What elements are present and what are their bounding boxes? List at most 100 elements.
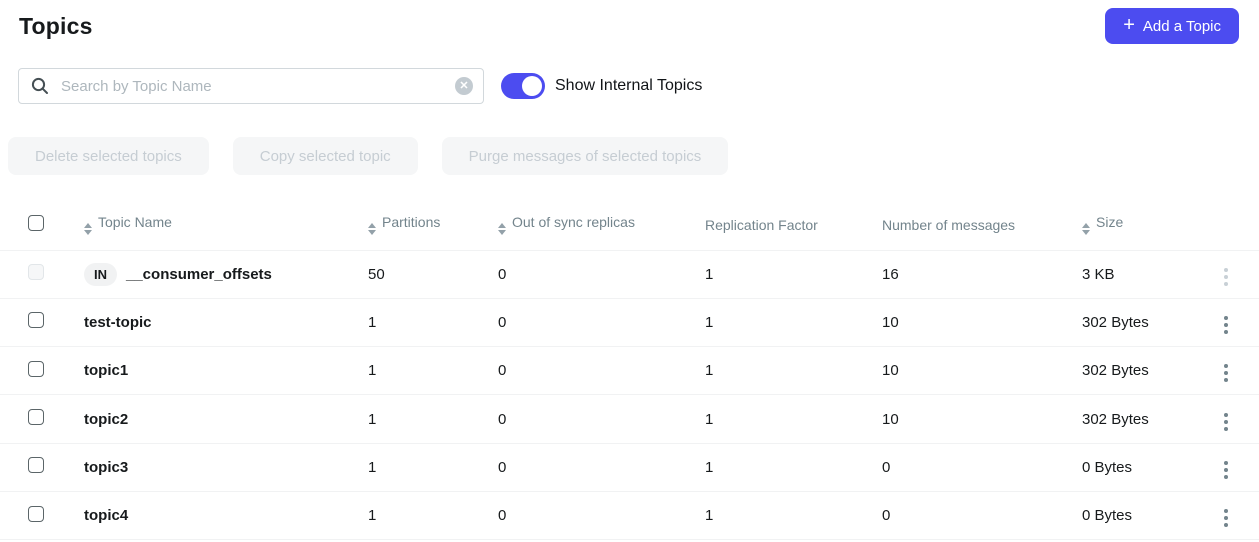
topic-name-cell[interactable]: topic3	[56, 443, 340, 491]
row-checkbox[interactable]	[28, 312, 44, 329]
column-header-topic-name[interactable]: Topic Name	[56, 200, 340, 251]
number-of-messages-cell: 16	[882, 265, 899, 283]
copy-selected-button[interactable]: Copy selected topic	[232, 137, 418, 175]
sort-icon	[84, 223, 92, 236]
partitions-cell: 1	[368, 313, 377, 331]
table-row: topic3 1 0 1 0 0 Bytes	[0, 443, 1259, 492]
number-of-messages-cell: 10	[882, 410, 899, 428]
topic-name-cell[interactable]: topic1	[56, 347, 340, 395]
replication-factor-cell: 1	[705, 362, 714, 380]
out-of-sync-replicas-cell: 0	[498, 265, 507, 283]
row-select-cell	[0, 491, 56, 539]
column-header-label: Size	[1096, 214, 1124, 231]
partitions-cell: 1	[368, 507, 377, 525]
number-of-messages-cell: 10	[882, 313, 899, 331]
delete-selected-button[interactable]: Delete selected topics	[8, 137, 209, 175]
topic-name-cell[interactable]: topic2	[56, 395, 340, 443]
topics-table-body: IN __consumer_offsets 50 0 1 16 3 KB test…	[0, 250, 1259, 540]
partitions-cell: 50	[368, 265, 385, 283]
column-header-menu	[1204, 200, 1259, 251]
row-menu-cell	[1204, 347, 1259, 395]
select-all-checkbox[interactable]	[28, 215, 44, 232]
purge-selected-button[interactable]: Purge messages of selected topics	[441, 137, 729, 175]
out-of-sync-replicas-cell: 0	[498, 313, 507, 331]
row-menu-cell	[1204, 491, 1259, 539]
replication-factor-cell: 1	[705, 265, 714, 283]
column-header-partitions[interactable]: Partitions	[340, 200, 470, 251]
show-internal-toggle[interactable]	[501, 73, 545, 99]
table-row: test-topic 1 0 1 10 302 Bytes	[0, 298, 1259, 347]
topic-name-link[interactable]: test-topic	[84, 313, 152, 331]
kebab-menu-icon[interactable]	[1218, 360, 1234, 386]
topics-table: Topic Name Partitions Out of sync replic…	[0, 200, 1259, 540]
add-topic-button[interactable]: + Add a Topic	[1105, 8, 1239, 44]
topbar: Topics + Add a Topic	[0, 0, 1259, 44]
sort-icon	[498, 223, 506, 236]
toggle-knob	[522, 76, 542, 96]
replication-factor-cell: 1	[705, 410, 714, 428]
topic-name-cell[interactable]: IN __consumer_offsets	[56, 250, 340, 298]
internal-badge: IN	[84, 262, 117, 286]
number-of-messages-cell: 0	[882, 507, 891, 525]
row-checkbox[interactable]	[28, 360, 44, 377]
topic-name-link[interactable]: topic1	[84, 362, 129, 380]
add-topic-button-label: Add a Topic	[1142, 17, 1221, 35]
row-checkbox[interactable]	[28, 505, 44, 522]
partitions-cell: 1	[368, 458, 377, 476]
size-cell: 3 KB	[1082, 265, 1115, 283]
row-select-cell	[0, 395, 56, 443]
row-checkbox[interactable]	[28, 409, 44, 426]
out-of-sync-replicas-cell: 0	[498, 362, 507, 380]
partitions-cell: 1	[368, 410, 377, 428]
column-header-label: Topic Name	[98, 214, 172, 231]
replication-factor-cell: 1	[705, 458, 714, 476]
sort-icon	[368, 223, 376, 236]
column-header-label: Partitions	[382, 214, 441, 231]
select-all-cell	[0, 200, 56, 251]
row-checkbox[interactable]	[28, 457, 44, 474]
column-header-out-of-sync[interactable]: Out of sync replicas	[470, 200, 677, 251]
row-menu-cell	[1204, 395, 1259, 443]
kebab-menu-icon[interactable]	[1218, 409, 1234, 435]
clear-search-icon[interactable]: ✕	[455, 77, 473, 95]
show-internal-toggle-label: Show Internal Topics	[555, 77, 703, 94]
kebab-menu-icon[interactable]	[1218, 312, 1234, 338]
number-of-messages-cell: 10	[882, 362, 899, 380]
row-select-cell	[0, 250, 56, 298]
size-cell: 0 Bytes	[1082, 458, 1133, 476]
row-select-cell	[0, 347, 56, 395]
table-row: topic4 1 0 1 0 0 Bytes	[0, 491, 1259, 540]
table-row: IN __consumer_offsets 50 0 1 16 3 KB	[0, 250, 1259, 299]
column-header-number-of-messages: Number of messages	[854, 200, 1054, 251]
topic-name-link[interactable]: topic2	[84, 410, 129, 428]
column-header-size[interactable]: Size	[1054, 200, 1204, 251]
controls-row: ✕ Show Internal Topics	[18, 68, 1259, 104]
size-cell: 302 Bytes	[1082, 313, 1149, 331]
kebab-menu-icon[interactable]	[1218, 457, 1234, 483]
table-row: topic1 1 0 1 10 302 Bytes	[0, 346, 1259, 395]
column-header-label: Out of sync replicas	[512, 214, 635, 231]
sort-icon	[1082, 223, 1090, 236]
topic-name-cell[interactable]: topic4	[56, 491, 340, 539]
topic-name-link[interactable]: topic4	[84, 507, 129, 525]
search-box: ✕	[18, 68, 484, 104]
search-icon	[31, 77, 48, 94]
kebab-menu-icon[interactable]	[1218, 264, 1234, 290]
size-cell: 0 Bytes	[1082, 507, 1133, 525]
page-title: Topics	[19, 12, 93, 39]
plus-icon: +	[1123, 14, 1135, 36]
row-select-cell	[0, 298, 56, 346]
search-input[interactable]	[18, 68, 484, 104]
table-header-row: Topic Name Partitions Out of sync replic…	[0, 200, 1259, 251]
row-checkbox[interactable]	[28, 264, 44, 281]
out-of-sync-replicas-cell: 0	[498, 410, 507, 428]
show-internal-toggle-group: Show Internal Topics	[501, 73, 702, 99]
replication-factor-cell: 1	[705, 313, 714, 331]
size-cell: 302 Bytes	[1082, 410, 1149, 428]
kebab-menu-icon[interactable]	[1218, 505, 1234, 531]
topic-name-link[interactable]: __consumer_offsets	[126, 265, 272, 283]
topic-name-cell[interactable]: test-topic	[56, 298, 340, 346]
column-header-label: Replication Factor	[705, 216, 818, 233]
topic-name-link[interactable]: topic3	[84, 458, 129, 476]
size-cell: 302 Bytes	[1082, 362, 1149, 380]
